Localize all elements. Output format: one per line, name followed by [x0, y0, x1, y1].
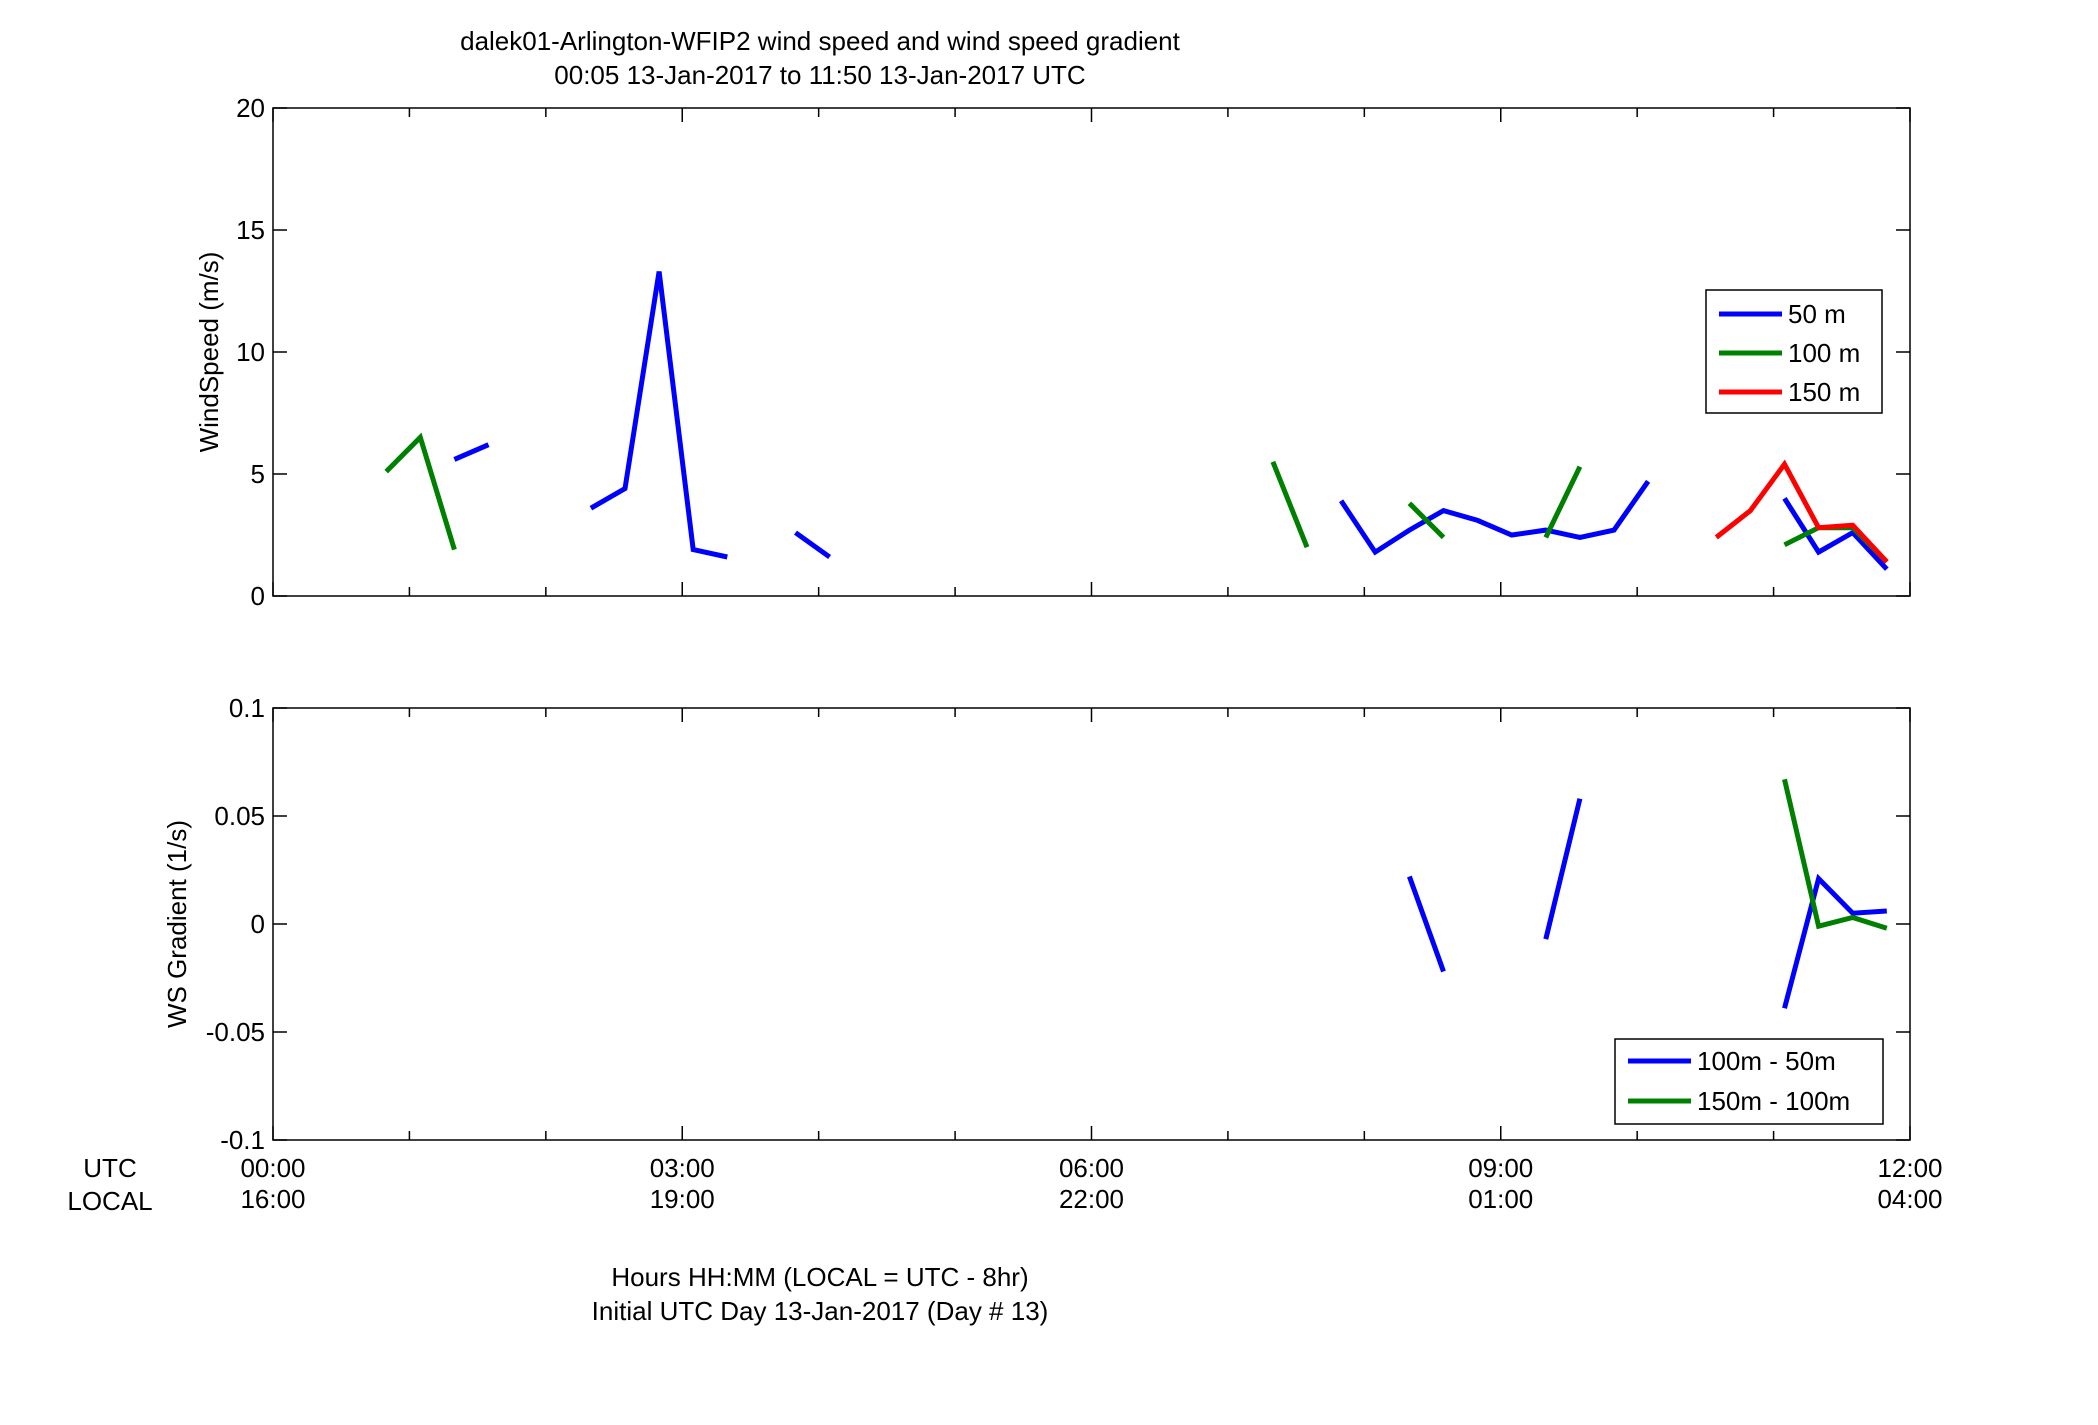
series-line-100m-50m	[1782, 873, 1887, 1009]
y-tick-label: -0.05	[206, 1017, 265, 1047]
legend-label-50m: 50 m	[1788, 299, 1846, 329]
y-tick-label: 10	[236, 337, 265, 367]
windspeed-y-axis-label: WindSpeed (m/s)	[194, 252, 224, 453]
gradient-y-axis-label: WS Gradient (1/s)	[162, 820, 192, 1028]
series-line-150m-100m	[1782, 778, 1888, 931]
y-tick-label: 15	[236, 215, 265, 245]
windspeed-lines	[384, 271, 1889, 571]
gradient-legend: 100m - 50m 150m - 100m	[1614, 1038, 1884, 1125]
gradient-lines	[1407, 778, 1888, 1009]
local-row-label: LOCAL	[67, 1186, 152, 1216]
series-line-50-m	[589, 271, 728, 560]
x-tick-label-utc: 06:00	[1059, 1153, 1124, 1183]
series-line-100m-50m	[1543, 798, 1583, 940]
series-line-50-m	[1339, 479, 1651, 556]
x-tick-label-local: 19:00	[650, 1184, 715, 1214]
series-line-50-m	[453, 442, 490, 462]
gradient-ticks: -0.1 -0.05 0 0.05 0.1	[206, 693, 1911, 1155]
x-axis-label-line2: Initial UTC Day 13-Jan-2017 (Day # 13)	[592, 1296, 1049, 1326]
x-tick-label-local: 01:00	[1468, 1184, 1533, 1214]
legend-label-150m: 150 m	[1788, 377, 1860, 407]
x-tick-label-utc: 09:00	[1468, 1153, 1533, 1183]
gradient-legend-box	[1614, 1038, 1884, 1125]
y-tick-label: -0.1	[220, 1125, 265, 1155]
x-tick-label-local: 04:00	[1877, 1184, 1942, 1214]
series-line-150-m	[1714, 459, 1889, 564]
x-tick-label-utc: 00:00	[240, 1153, 305, 1183]
legend-label-100m-50m: 100m - 50m	[1697, 1046, 1836, 1076]
x-axis-label-line1: Hours HH:MM (LOCAL = UTC - 8hr)	[611, 1262, 1028, 1292]
windspeed-ticks: 0 5 10 15 20	[236, 93, 1911, 611]
y-tick-label: 0.05	[214, 801, 265, 831]
series-line-100-m	[1270, 460, 1310, 549]
series-line-50-m	[794, 530, 832, 560]
windspeed-panel: 0 5 10 15 20 WindSpeed (m/s) 50 m 100 m 150 …	[194, 93, 1911, 611]
y-tick-label: 0	[251, 581, 265, 611]
y-tick-label: 0	[251, 909, 265, 939]
legend-label-150m-100m: 150m - 100m	[1697, 1086, 1850, 1116]
windspeed-axes-box	[272, 107, 1911, 597]
series-line-50-m	[1782, 497, 1889, 571]
figure-title-line2: 00:05 13-Jan-2017 to 11:50 13-Jan-2017 U…	[554, 60, 1085, 90]
y-tick-label: 0.1	[229, 693, 265, 723]
x-tick-label-local: 16:00	[240, 1184, 305, 1214]
utc-row-label: UTC	[83, 1153, 136, 1183]
windspeed-legend: 50 m 100 m 150 m	[1705, 289, 1883, 414]
series-line-100-m	[384, 432, 457, 551]
y-tick-label: 20	[236, 93, 265, 123]
gradient-panel: -0.1 -0.05 0 0.05 0.1 WS Gradient (1/s) 100m…	[162, 693, 1911, 1155]
y-tick-label: 5	[251, 459, 265, 489]
x-tick-label-local: 22:00	[1059, 1184, 1124, 1214]
figure-title-line1: dalek01-Arlington-WFIP2 wind speed and w…	[460, 26, 1181, 56]
series-line-100m-50m	[1407, 875, 1446, 973]
series-line-100-m	[1543, 465, 1583, 539]
x-tick-label-utc: 12:00	[1877, 1153, 1942, 1183]
x-tick-label-utc: 03:00	[650, 1153, 715, 1183]
legend-label-100m: 100 m	[1788, 338, 1860, 368]
series-line-100-m	[1407, 501, 1446, 540]
